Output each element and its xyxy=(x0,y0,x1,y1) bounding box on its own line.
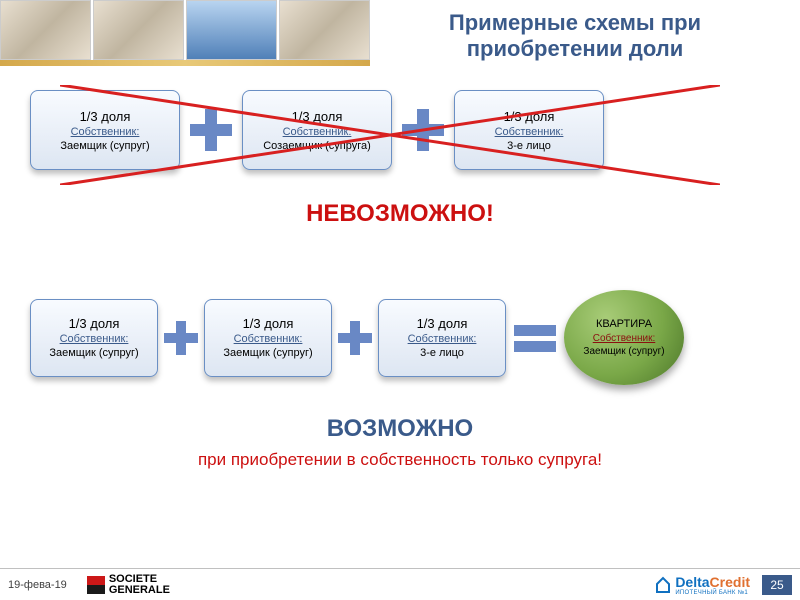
owner-label: Собственник: xyxy=(71,126,140,138)
footer: 19-фева-19 SOCIETE GENERALE DeltaCredit … xyxy=(0,568,800,600)
header-gold-band xyxy=(0,60,370,66)
equals-icon xyxy=(514,317,556,359)
share-card: 1/3 доля Собственник: Созаемщик (супруга… xyxy=(242,90,392,170)
owner-label: Собственник: xyxy=(593,333,656,344)
header-photo xyxy=(279,0,370,60)
header-photo xyxy=(0,0,91,60)
schema-row-possible: 1/3 доля Собственник: Заемщик (супруг) 1… xyxy=(0,290,800,385)
owner-label: Собственник: xyxy=(495,126,564,138)
slide-title: Примерные схемы при приобретении доли xyxy=(380,10,770,63)
header-photo xyxy=(186,0,277,60)
plus-icon xyxy=(402,109,444,151)
apartment-label: КВАРТИРА xyxy=(596,318,652,330)
plus-icon xyxy=(338,321,372,355)
share-fraction: 1/3 доля xyxy=(243,316,294,331)
owner-label: Собственник: xyxy=(60,333,129,345)
share-fraction: 1/3 доля xyxy=(80,109,131,124)
sg-text-1: SOCIETE xyxy=(109,574,170,585)
share-fraction: 1/3 доля xyxy=(292,109,343,124)
plus-icon xyxy=(190,109,232,151)
deltacredit-house-icon xyxy=(654,576,672,594)
owner-name: Заемщик (супруг) xyxy=(223,347,312,359)
footer-date: 19-фева-19 xyxy=(8,579,67,591)
share-card: 1/3 доля Собственник: 3-е лицо xyxy=(378,299,506,377)
page-number: 25 xyxy=(762,575,792,595)
share-card: 1/3 доля Собственник: 3-е лицо xyxy=(454,90,604,170)
share-card: 1/3 доля Собственник: Заемщик (супруг) xyxy=(30,90,180,170)
dc-suffix: Credit xyxy=(710,574,750,590)
header-photo xyxy=(93,0,184,60)
owner-label: Собственник: xyxy=(234,333,303,345)
owner-name: Заемщик (супруг) xyxy=(49,347,138,359)
share-fraction: 1/3 доля xyxy=(69,316,120,331)
dc-prefix: Delta xyxy=(675,574,709,590)
verdict-possible: ВОЗМОЖНО xyxy=(0,415,800,443)
plus-icon xyxy=(164,321,198,355)
owner-name: Созаемщик (супруга) xyxy=(263,140,371,152)
share-fraction: 1/3 доля xyxy=(417,316,468,331)
dc-tagline: ИПОТЕЧНЫЙ БАНК №1 xyxy=(675,590,750,596)
sg-square-icon xyxy=(87,576,105,594)
owner-name: Заемщик (супруг) xyxy=(583,346,664,357)
header-photo-strip xyxy=(0,0,370,60)
verdict-impossible: НЕВОЗМОЖНО! xyxy=(0,200,800,228)
sg-text-2: GENERALE xyxy=(109,585,170,596)
deltacredit-logo: DeltaCredit ИПОТЕЧНЫЙ БАНК №1 xyxy=(654,574,750,596)
result-apartment-oval: КВАРТИРА Собственник: Заемщик (супруг) xyxy=(564,290,684,385)
owner-name: Заемщик (супруг) xyxy=(60,140,149,152)
share-card: 1/3 доля Собственник: Заемщик (супруг) xyxy=(204,299,332,377)
owner-name: 3-е лицо xyxy=(507,140,551,152)
owner-label: Собственник: xyxy=(283,126,352,138)
verdict-subtitle: при приобретении в собственность только … xyxy=(0,450,800,470)
share-card: 1/3 доля Собственник: Заемщик (супруг) xyxy=(30,299,158,377)
owner-label: Собственник: xyxy=(408,333,477,345)
societe-generale-logo: SOCIETE GENERALE xyxy=(87,574,170,596)
owner-name: 3-е лицо xyxy=(420,347,464,359)
schema-row-impossible: 1/3 доля Собственник: Заемщик (супруг) 1… xyxy=(0,90,800,170)
share-fraction: 1/3 доля xyxy=(504,109,555,124)
